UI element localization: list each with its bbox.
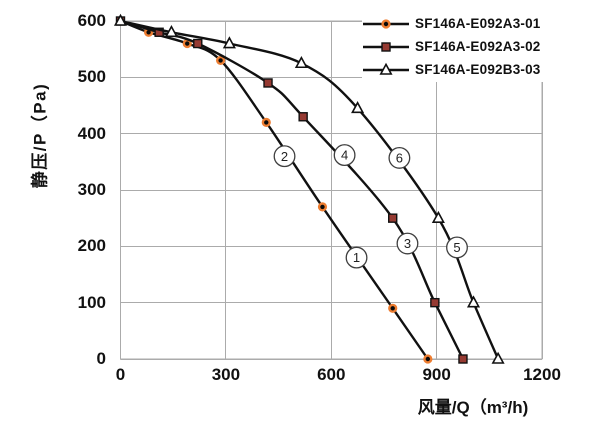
curve-label-3: 3 [396, 232, 419, 255]
data-point-marker-circle [381, 18, 391, 29]
data-point-marker-triangle [379, 62, 393, 75]
legend-item-2: SF146A-E092A3-02 [362, 35, 600, 58]
legend-square-marker-icon [363, 41, 409, 52]
data-point-marker-triangle [466, 295, 481, 308]
curve-label-circle [273, 145, 296, 168]
legend-label: SF146A-E092B3-03 [415, 62, 541, 77]
legend: SF146A-E092A3-01 SF146A-E092A3-02 SF146A-E… [362, 12, 600, 82]
data-point-marker-triangle [222, 36, 236, 49]
x-tick-label-0: 0 [115, 365, 126, 384]
curve-label-5: 5 [446, 236, 468, 259]
curve-label-1: 1 [345, 246, 368, 269]
y-tick-label-600: 600 [77, 11, 106, 30]
data-point-marker-triangle [491, 351, 505, 364]
series-line-3 [119, 19, 500, 361]
curve-label-number: 4 [341, 148, 348, 163]
data-point-marker-triangle [431, 210, 445, 223]
data-point-marker-square [298, 112, 308, 122]
data-point-marker-circle [216, 55, 226, 66]
plot-border [120, 20, 543, 360]
y-tick-label-200: 200 [77, 236, 106, 256]
data-point-marker-triangle [113, 13, 128, 26]
x-axis-title: 风量/Q（m³/h) [417, 398, 529, 417]
curve-label-circle [345, 246, 368, 269]
data-point-marker-square [381, 41, 391, 52]
series-SF146A-E092B3-03 [113, 13, 505, 364]
legend-item-1: SF146A-E092A3-01 [362, 12, 600, 35]
curve-label-number: 1 [353, 250, 360, 265]
curve-label-number: 6 [396, 150, 403, 165]
data-point-marker-circle [317, 202, 328, 212]
data-point-marker-triangle [164, 24, 178, 38]
curve-label-2: 2 [273, 145, 296, 168]
legend-label: SF146A-E092A3-02 [415, 39, 541, 54]
data-point-marker-square [430, 297, 440, 308]
data-point-marker-circle [261, 117, 271, 128]
y-tick-label-0: 0 [96, 349, 106, 368]
legend-item-3: SF146A-E092B3-03 [362, 58, 600, 81]
x-tick-label-600: 600 [317, 365, 346, 384]
data-point-marker-triangle [294, 55, 308, 69]
curve-label-number: 2 [281, 149, 288, 164]
curve-label-circle [333, 144, 356, 167]
curve-label-circle [388, 146, 411, 169]
curve-label-circle [396, 232, 419, 255]
data-point-marker-square [458, 354, 468, 364]
y-tick-label-300: 300 [77, 180, 106, 199]
legend-circle-marker-icon [363, 18, 409, 29]
x-tick-label-900: 900 [422, 365, 451, 384]
curve-label-number: 5 [453, 240, 460, 255]
data-point-marker-square [263, 78, 273, 88]
x-tick-label-1200: 1200 [523, 365, 561, 384]
data-point-marker-circle [388, 303, 398, 313]
data-point-marker-square [193, 38, 203, 49]
legend-triangle-marker-icon [363, 62, 409, 75]
curve-label-6: 6 [388, 146, 411, 169]
curve-label-4: 4 [333, 144, 356, 167]
data-point-marker-circle [423, 354, 433, 364]
data-point-marker-triangle [351, 101, 365, 114]
y-tick-label-400: 400 [77, 123, 106, 143]
y-tick-label-500: 500 [77, 67, 106, 87]
curve-label-circle [446, 236, 468, 259]
legend-label: SF146A-E092A3-01 [415, 16, 541, 31]
data-point-marker-square [388, 213, 398, 223]
x-tick-label-300: 300 [211, 365, 241, 384]
curve-label-number: 3 [404, 236, 411, 251]
y-tick-label-100: 100 [77, 292, 106, 312]
data-point-marker-square [154, 27, 164, 37]
